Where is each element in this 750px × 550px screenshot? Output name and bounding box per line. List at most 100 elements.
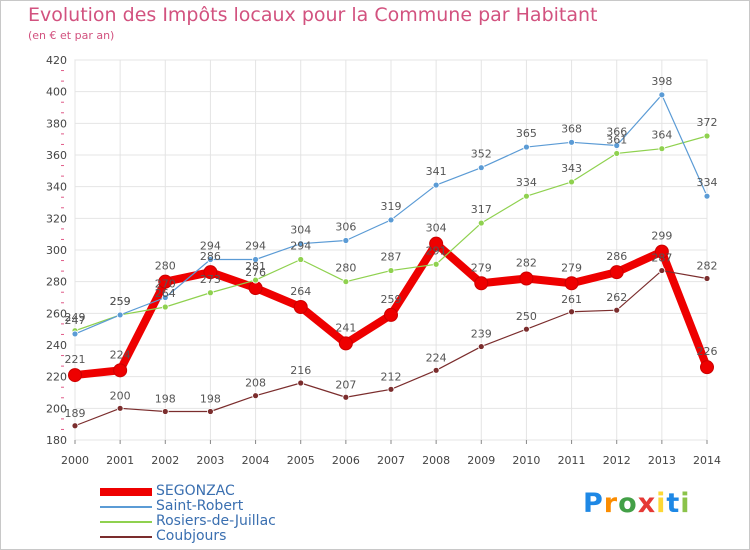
data-point-rosiers-de-juillac xyxy=(207,289,214,297)
data-point-coubjours xyxy=(523,325,530,333)
data-point-coubjours xyxy=(477,343,485,350)
series-group xyxy=(68,91,714,430)
data-point-segonzac xyxy=(384,307,398,322)
logo-letter: x xyxy=(637,488,657,519)
data-label-saint-robert: 319 xyxy=(381,200,402,213)
legend-swatch xyxy=(100,520,152,523)
data-label-saint-robert: 341 xyxy=(426,165,447,178)
data-point-segonzac xyxy=(564,276,579,291)
y-axis: 180 200 220 240 260 280 300 320 340 360 380 400 420 xyxy=(46,54,67,447)
data-point-coubjours xyxy=(703,275,711,282)
data-point-saint-robert xyxy=(613,142,621,149)
logo-letter: o xyxy=(618,488,638,519)
data-label-saint-robert: 352 xyxy=(471,148,492,161)
x-tick-label: 2000 xyxy=(61,454,89,467)
data-label-saint-robert: 259 xyxy=(110,295,131,308)
data-label-coubjours: 250 xyxy=(516,310,537,323)
x-tick-label: 2001 xyxy=(106,454,134,467)
legend-item-segonzac: SEGONZAC xyxy=(100,484,276,499)
data-point-rosiers-de-juillac xyxy=(387,267,395,274)
data-label-saint-robert: 398 xyxy=(651,75,672,88)
legend-item-coubjours: Coubjours xyxy=(100,529,276,544)
data-label-saint-robert: 366 xyxy=(606,126,627,139)
legend-label: Saint-Robert xyxy=(156,498,244,514)
y-tick-label: 260 xyxy=(46,307,67,320)
data-label-saint-robert: 365 xyxy=(516,127,537,140)
data-point-rosiers-de-juillac xyxy=(613,150,621,157)
logo-letter: i xyxy=(656,488,667,519)
data-label-rosiers-de-juillac: 317 xyxy=(471,203,492,216)
y-tick-label: 280 xyxy=(46,276,67,289)
data-point-rosiers-de-juillac xyxy=(658,145,666,153)
data-point-coubjours xyxy=(116,404,124,412)
logo-letter: r xyxy=(603,488,619,519)
data-label-rosiers-de-juillac: 259 xyxy=(110,295,131,308)
y-tick-label: 320 xyxy=(46,212,67,225)
data-point-coubjours xyxy=(297,379,305,387)
data-label-segonzac: 304 xyxy=(426,222,447,235)
data-label-saint-robert: 306 xyxy=(335,221,356,234)
x-tick-label: 2011 xyxy=(558,454,586,467)
chart-subtitle: (en € et par an) xyxy=(28,29,115,42)
data-label-rosiers-de-juillac: 364 xyxy=(651,129,672,142)
data-point-saint-robert xyxy=(703,192,711,200)
legend-label: Coubjours xyxy=(156,528,227,544)
data-point-segonzac xyxy=(609,265,624,280)
data-label-rosiers-de-juillac: 343 xyxy=(561,162,582,175)
y-tick-label: 240 xyxy=(46,339,67,352)
data-point-saint-robert xyxy=(658,91,666,99)
data-label-rosiers-de-juillac: 273 xyxy=(200,273,221,286)
data-label-rosiers-de-juillac: 249 xyxy=(65,311,86,324)
data-point-rosiers-de-juillac xyxy=(342,278,350,286)
data-point-saint-robert xyxy=(252,256,259,263)
data-label-segonzac: 280 xyxy=(155,260,176,273)
data-point-segonzac xyxy=(203,265,218,280)
data-label-segonzac: 226 xyxy=(697,345,718,358)
legend-swatch xyxy=(100,487,152,496)
data-point-coubjours xyxy=(252,392,259,400)
data-point-segonzac xyxy=(429,236,444,251)
data-label-coubjours: 224 xyxy=(426,351,447,364)
data-point-saint-robert xyxy=(161,294,169,301)
y-tick-label: 300 xyxy=(46,244,67,257)
data-label-rosiers-de-juillac: 264 xyxy=(155,287,176,300)
data-label-rosiers-de-juillac: 280 xyxy=(335,262,356,275)
x-axis: 2000 2001 2002 2003 2004 2005 2006 2007 2008 2009… xyxy=(61,440,721,467)
legend-item-saint-robert: Saint-Robert xyxy=(100,499,276,514)
x-tick-label: 2010 xyxy=(512,454,540,467)
x-tick-label: 2006 xyxy=(332,454,360,467)
data-point-rosiers-de-juillac xyxy=(703,132,711,140)
data-label-coubjours: 200 xyxy=(110,389,131,402)
data-point-rosiers-de-juillac xyxy=(252,276,259,284)
legend-swatch xyxy=(100,505,152,508)
x-tick-label: 2003 xyxy=(196,454,224,467)
data-point-rosiers-de-juillac xyxy=(432,260,440,268)
x-tick-label: 2008 xyxy=(422,454,450,467)
data-point-rosiers-de-juillac xyxy=(477,219,485,227)
data-point-segonzac xyxy=(700,360,714,375)
data-point-saint-robert xyxy=(297,240,305,248)
data-label-rosiers-de-juillac: 294 xyxy=(290,240,311,253)
data-label-coubjours: 216 xyxy=(290,364,311,377)
chart-title: Evolution des Impôts locaux pour la Comm… xyxy=(28,4,598,26)
y-tick-label: 380 xyxy=(46,117,67,130)
x-tick-label: 2005 xyxy=(287,454,315,467)
data-label-saint-robert: 304 xyxy=(290,224,311,237)
data-point-segonzac xyxy=(654,244,669,259)
data-label-segonzac: 264 xyxy=(290,285,311,298)
data-point-rosiers-de-juillac xyxy=(523,192,530,200)
data-label-saint-robert: 294 xyxy=(245,240,266,253)
data-point-segonzac xyxy=(68,368,82,383)
logo-letter: i xyxy=(680,488,691,519)
data-label-saint-robert: 294 xyxy=(200,240,221,253)
legend-item-rosiers-de-juillac: Rosiers-de-Juillac xyxy=(100,514,276,529)
y-tick-label: 400 xyxy=(46,86,67,99)
x-tick-label: 2009 xyxy=(467,454,495,467)
y-tick-label: 340 xyxy=(46,181,67,194)
data-point-rosiers-de-juillac xyxy=(161,303,169,311)
logo-letter: P xyxy=(583,488,604,519)
data-label-segonzac: 282 xyxy=(516,257,537,270)
data-label-rosiers-de-juillac: 281 xyxy=(245,260,266,273)
